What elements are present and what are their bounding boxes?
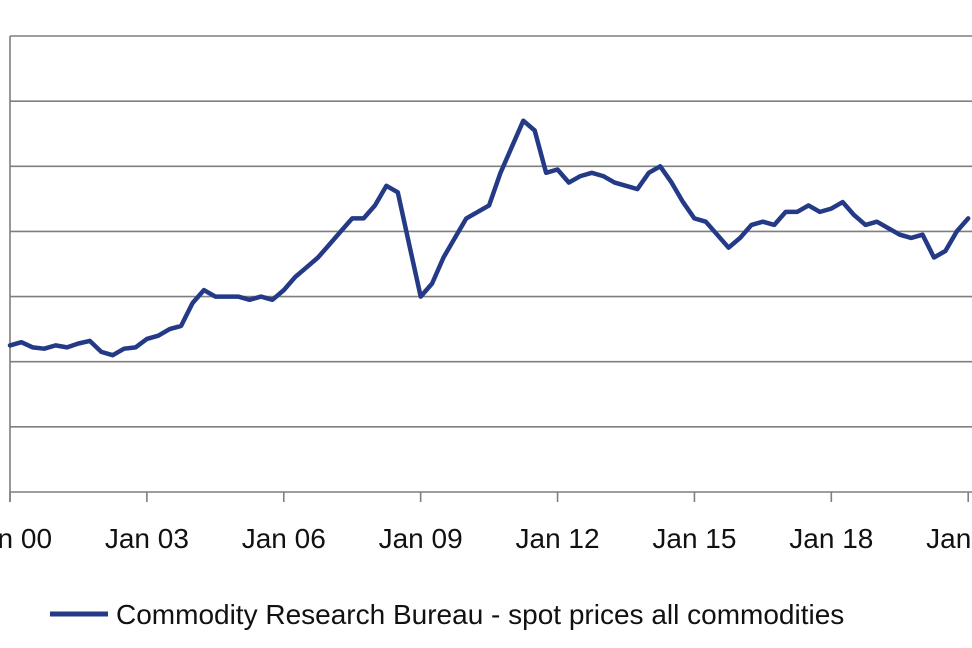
- x-tick-label-7: Jan 21: [926, 523, 972, 554]
- legend: Commodity Research Bureau - spot prices …: [50, 599, 844, 630]
- series-line-0: [7, 118, 971, 358]
- series-group: [7, 118, 971, 358]
- x-tick-label-6: Jan 18: [789, 523, 873, 554]
- x-tick-label-3: Jan 09: [379, 523, 463, 554]
- x-tick-label-1: Jan 03: [105, 523, 189, 554]
- x-axis-ticks: [9, 492, 969, 502]
- x-tick-label-5: Jan 15: [652, 523, 736, 554]
- x-axis-tick-labels: Jan 00 Jan 03 Jan 06 Jan 09 Jan 12 Jan 15 Jan …: [0, 523, 972, 554]
- x-tick-label-0: Jan 00: [0, 523, 52, 554]
- gridlines: [10, 35, 972, 493]
- x-tick-label-4: Jan 12: [516, 523, 600, 554]
- legend-label: Commodity Research Bureau - spot prices …: [116, 599, 844, 630]
- x-tick-label-2: Jan 06: [242, 523, 326, 554]
